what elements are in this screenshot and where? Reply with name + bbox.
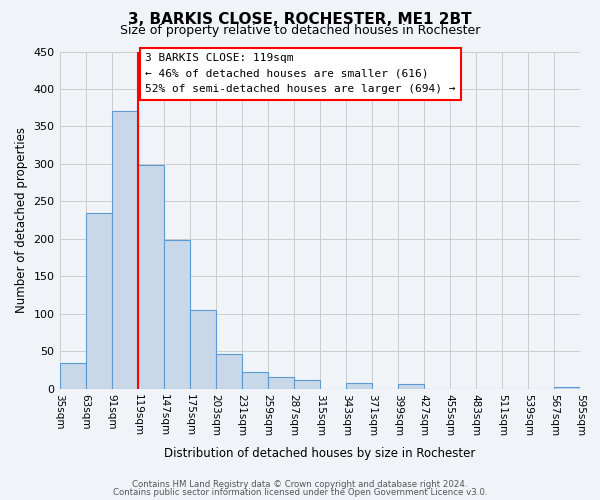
Bar (112, 112, 137, 389)
Bar (346, 383, 372, 389)
Y-axis label: Number of detached properties: Number of detached properties (15, 127, 28, 313)
Bar (242, 372, 268, 389)
Bar (268, 377, 294, 389)
X-axis label: Distribution of detached houses by size in Rochester: Distribution of detached houses by size … (164, 447, 475, 460)
Text: Contains HM Land Registry data © Crown copyright and database right 2024.: Contains HM Land Registry data © Crown c… (132, 480, 468, 489)
Bar (398, 384, 424, 389)
Bar (86, 214, 112, 389)
Bar (190, 310, 215, 389)
Text: 3 BARKIS CLOSE: 119sqm
← 46% of detached houses are smaller (616)
52% of semi-de: 3 BARKIS CLOSE: 119sqm ← 46% of detached… (145, 53, 456, 94)
Text: Contains public sector information licensed under the Open Government Licence v3: Contains public sector information licen… (113, 488, 487, 497)
Bar (137, 166, 164, 389)
Bar (294, 380, 320, 389)
Bar (59, 362, 86, 389)
Text: 3, BARKIS CLOSE, ROCHESTER, ME1 2BT: 3, BARKIS CLOSE, ROCHESTER, ME1 2BT (128, 12, 472, 28)
Text: Size of property relative to detached houses in Rochester: Size of property relative to detached ho… (120, 24, 480, 37)
Bar (554, 388, 580, 389)
Bar (164, 240, 190, 389)
Bar (215, 354, 242, 389)
